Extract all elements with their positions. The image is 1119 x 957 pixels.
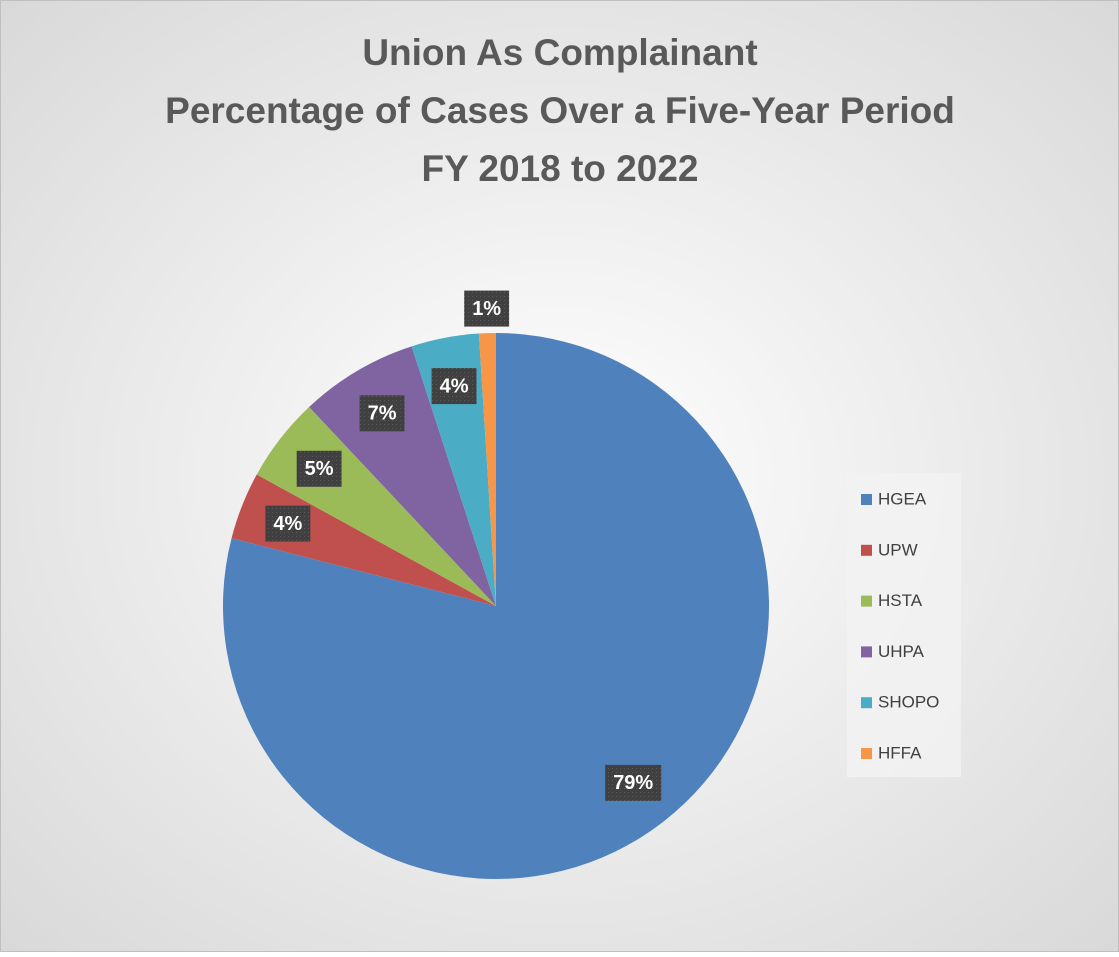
legend-swatch bbox=[861, 595, 872, 607]
chart-title: Union As Complainant bbox=[362, 32, 757, 73]
legend bbox=[847, 473, 961, 777]
data-label-box bbox=[464, 290, 510, 327]
data-label-box bbox=[265, 505, 311, 542]
chart-title: FY 2018 to 2022 bbox=[422, 148, 699, 189]
pie-slice bbox=[223, 333, 770, 879]
data-label-box bbox=[296, 450, 342, 487]
legend-swatch bbox=[861, 544, 872, 556]
legend-swatch bbox=[861, 748, 872, 759]
data-label-text: 4% bbox=[440, 375, 469, 397]
legend-label: HGEA bbox=[878, 489, 927, 508]
data-label-text: 4% bbox=[273, 513, 302, 535]
data-label-text: 1% bbox=[472, 298, 501, 320]
legend-label: HSTA bbox=[878, 591, 923, 610]
data-label-text: 79% bbox=[613, 772, 653, 794]
legend-label: HFFA bbox=[878, 743, 922, 762]
legend-label: UHPA bbox=[878, 642, 925, 661]
data-label-text: 7% bbox=[368, 403, 397, 425]
pie-slice bbox=[309, 346, 496, 606]
legend-label: UPW bbox=[878, 540, 918, 559]
legend-swatch bbox=[861, 646, 872, 658]
pie-slice bbox=[478, 333, 496, 606]
legend-swatch bbox=[861, 494, 872, 505]
legend-label: SHOPO bbox=[878, 693, 939, 712]
data-label-box bbox=[605, 764, 662, 801]
data-label-box bbox=[359, 395, 405, 432]
data-label-box bbox=[431, 368, 477, 405]
chart-title: Percentage of Cases Over a Five-Year Per… bbox=[165, 90, 955, 131]
data-label-text: 5% bbox=[305, 458, 334, 480]
legend-swatch bbox=[861, 697, 872, 709]
